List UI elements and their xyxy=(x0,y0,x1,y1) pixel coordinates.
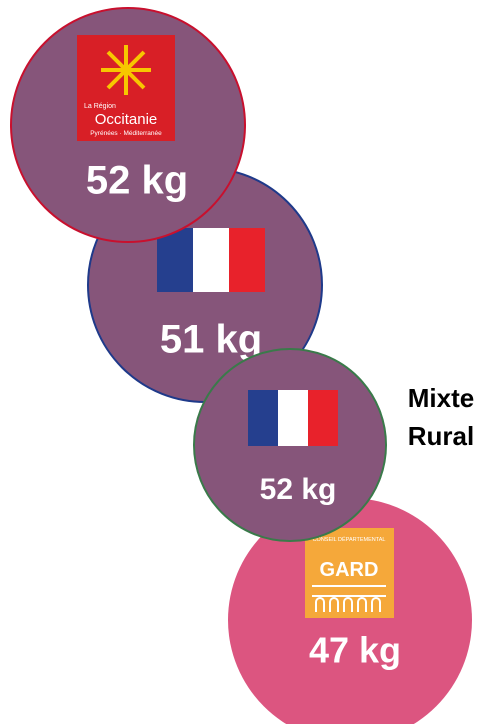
gard-group: CONSEIL DÉPARTEMENTAL GARD 47 kg xyxy=(228,498,472,724)
flag-red xyxy=(308,390,338,446)
flag-blue xyxy=(157,228,193,292)
weight: 52 kg xyxy=(260,473,337,506)
flag-white xyxy=(193,228,229,292)
flag-red xyxy=(229,228,265,292)
logo-text: La Région xyxy=(84,103,116,110)
bridge-icon xyxy=(312,585,386,612)
occitanie-group: La Région Occitanie Pyrénées · Méditerra… xyxy=(10,7,246,243)
weight: 52 kg xyxy=(86,159,188,203)
logo-name: GARD xyxy=(320,559,379,581)
cross-icon xyxy=(101,45,151,95)
flag-blue xyxy=(248,390,278,446)
weight: 51 kg xyxy=(160,318,262,362)
france-group-2: 52 kg xyxy=(193,348,387,542)
logo-text: CONSEIL DÉPARTEMENTAL xyxy=(313,536,386,543)
weight: 47 kg xyxy=(309,630,401,671)
side-label: Rural xyxy=(408,421,474,451)
logo-text: Pyrénées · Méditerranée xyxy=(90,130,162,137)
side-label: Mixte xyxy=(408,383,474,413)
flag-white xyxy=(278,390,308,446)
logo-name: Occitanie xyxy=(95,111,158,128)
